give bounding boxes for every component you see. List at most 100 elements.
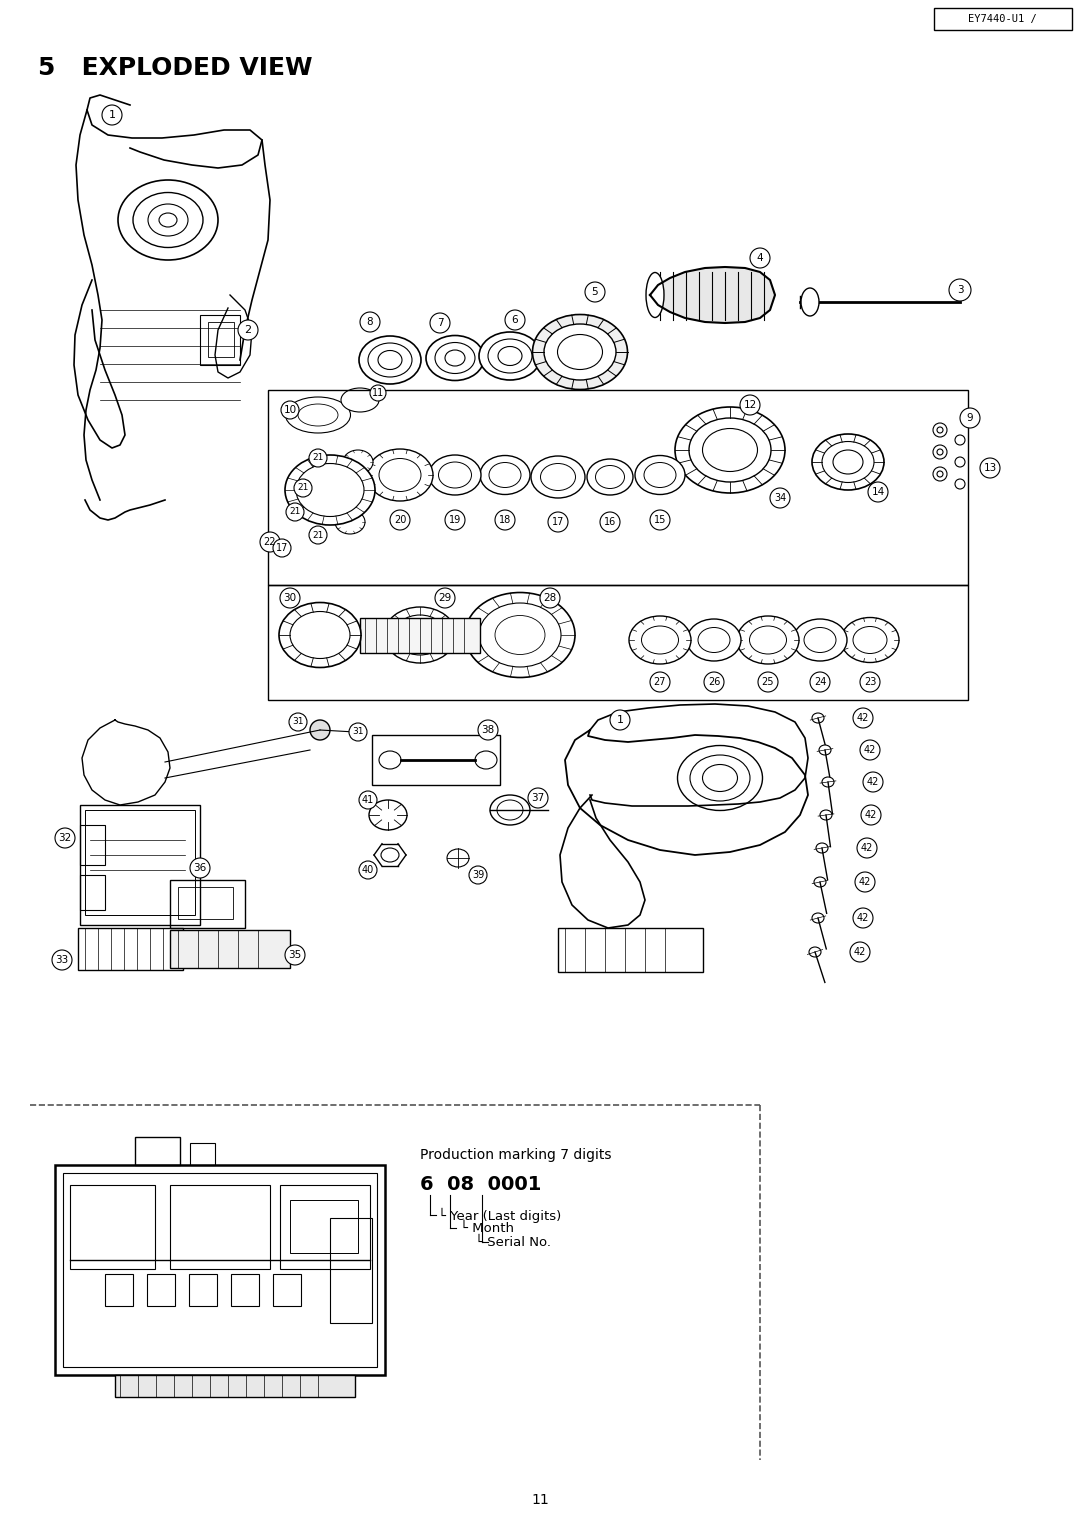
Ellipse shape (296, 463, 364, 516)
Text: 5: 5 (592, 287, 598, 296)
Circle shape (445, 510, 465, 530)
Text: 10: 10 (283, 405, 297, 416)
Text: 31: 31 (352, 727, 364, 736)
Circle shape (933, 445, 947, 458)
Ellipse shape (816, 843, 828, 853)
Ellipse shape (814, 877, 826, 886)
Bar (372, 735, 500, 785)
Ellipse shape (359, 336, 421, 384)
Ellipse shape (488, 339, 532, 373)
Text: 42: 42 (867, 778, 879, 787)
Ellipse shape (381, 848, 399, 862)
Text: 21: 21 (312, 530, 324, 539)
Ellipse shape (475, 750, 497, 769)
Circle shape (238, 319, 258, 341)
Ellipse shape (820, 810, 832, 821)
Text: 30: 30 (283, 593, 297, 604)
Circle shape (435, 588, 455, 608)
Text: 21: 21 (289, 507, 300, 516)
Bar (268, 390, 968, 585)
Ellipse shape (285, 455, 375, 526)
Text: 17: 17 (552, 516, 564, 527)
Bar (178, 886, 233, 918)
Ellipse shape (379, 458, 421, 492)
Bar (55, 1164, 384, 1375)
Circle shape (937, 471, 943, 477)
Circle shape (548, 512, 568, 532)
Text: 18: 18 (499, 515, 511, 526)
Text: 36: 36 (193, 863, 206, 872)
Text: 15: 15 (653, 515, 666, 526)
Circle shape (52, 950, 72, 970)
Circle shape (853, 908, 873, 927)
Circle shape (310, 720, 330, 740)
Ellipse shape (465, 593, 575, 677)
Circle shape (55, 828, 75, 848)
Circle shape (980, 458, 1000, 478)
Circle shape (860, 672, 880, 692)
Ellipse shape (737, 616, 799, 665)
Bar (208, 322, 234, 358)
Ellipse shape (531, 455, 585, 498)
Ellipse shape (438, 461, 472, 487)
Circle shape (294, 478, 312, 497)
Text: 35: 35 (288, 950, 301, 960)
Ellipse shape (557, 335, 603, 370)
Text: EY7440-U1 /: EY7440-U1 / (968, 14, 1037, 24)
Text: 21: 21 (312, 454, 324, 463)
Ellipse shape (853, 626, 887, 654)
Text: 4: 4 (757, 254, 764, 263)
Ellipse shape (379, 750, 401, 769)
Bar (147, 1274, 175, 1306)
Circle shape (505, 310, 525, 330)
Ellipse shape (279, 602, 361, 668)
Circle shape (359, 792, 377, 808)
Text: 42: 42 (864, 746, 876, 755)
Ellipse shape (394, 614, 446, 656)
Circle shape (858, 837, 877, 859)
Ellipse shape (368, 342, 411, 377)
Ellipse shape (635, 455, 685, 495)
Ellipse shape (118, 180, 218, 260)
Circle shape (190, 859, 210, 879)
Ellipse shape (793, 619, 847, 662)
Text: 11: 11 (531, 1493, 549, 1507)
Ellipse shape (378, 350, 402, 370)
Ellipse shape (812, 714, 824, 723)
Ellipse shape (490, 795, 530, 825)
Bar (80, 805, 200, 924)
Bar (78, 927, 183, 970)
Circle shape (585, 283, 605, 303)
Text: Production marking 7 digits: Production marking 7 digits (420, 1148, 611, 1161)
Bar (190, 1143, 215, 1164)
Text: 2: 2 (244, 325, 252, 335)
Ellipse shape (335, 510, 365, 533)
Bar (170, 1186, 270, 1268)
Bar (200, 315, 240, 365)
Bar (135, 1137, 180, 1164)
Circle shape (955, 478, 966, 489)
Bar (63, 1174, 377, 1368)
Text: 22: 22 (264, 536, 276, 547)
Bar (80, 876, 105, 911)
Circle shape (289, 714, 307, 730)
Circle shape (540, 588, 561, 608)
Circle shape (286, 503, 303, 521)
Ellipse shape (384, 607, 456, 663)
Text: 12: 12 (743, 400, 757, 410)
Ellipse shape (819, 746, 831, 755)
Ellipse shape (532, 315, 627, 390)
Circle shape (770, 487, 789, 507)
Text: └ Month: └ Month (460, 1221, 514, 1235)
Ellipse shape (367, 449, 433, 501)
Circle shape (949, 280, 971, 301)
Ellipse shape (447, 850, 469, 866)
Circle shape (937, 426, 943, 432)
Bar (330, 1218, 372, 1323)
Circle shape (850, 941, 870, 963)
Circle shape (650, 672, 670, 692)
Ellipse shape (159, 212, 177, 228)
Text: 39: 39 (472, 869, 484, 880)
Bar (231, 1274, 259, 1306)
Circle shape (861, 805, 881, 825)
